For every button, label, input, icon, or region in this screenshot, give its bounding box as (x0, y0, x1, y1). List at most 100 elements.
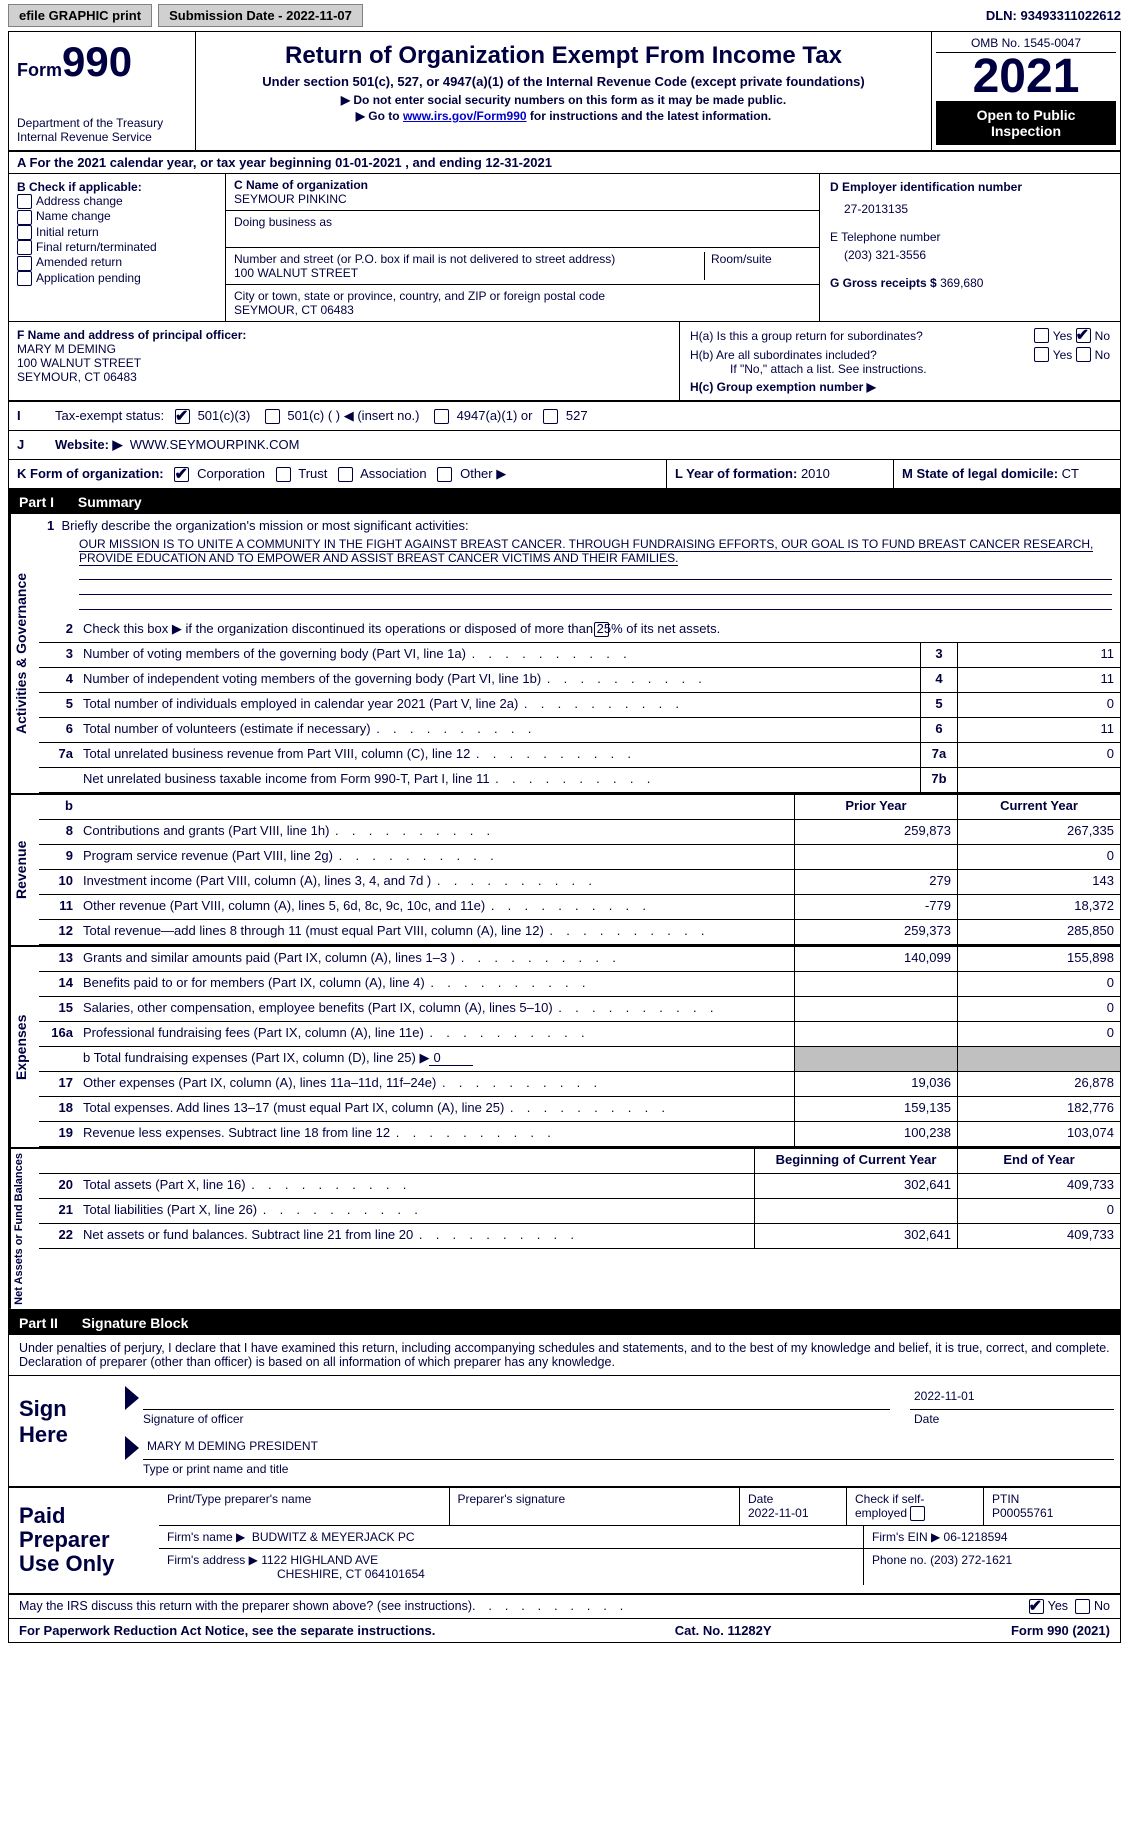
form-number: Form990 (17, 38, 187, 86)
section-governance: Activities & Governance 1 1 Briefly desc… (9, 514, 1120, 795)
tax-year: 2021 (936, 53, 1116, 101)
summary-row: 20Total assets (Part X, line 16)302,6414… (39, 1174, 1120, 1199)
box-f: F Name and address of principal officer:… (9, 322, 680, 400)
cb-self-employed[interactable] (910, 1506, 925, 1521)
row-i-tax-status: I Tax-exempt status: 501(c)(3) 501(c) ( … (9, 402, 1120, 431)
summary-row: 13Grants and similar amounts paid (Part … (39, 947, 1120, 972)
mission-label: 1 1 Briefly describe the organization's … (39, 514, 1120, 533)
cb-discontinued[interactable] (594, 622, 609, 637)
section-expenses: Expenses 13Grants and similar amounts pa… (9, 947, 1120, 1149)
part1-header: Part I Summary (9, 490, 1120, 514)
org-street: 100 WALNUT STREET (234, 266, 358, 280)
summary-row: 22Net assets or fund balances. Subtract … (39, 1224, 1120, 1249)
section-fh: F Name and address of principal officer:… (9, 322, 1120, 402)
cb-initial-return[interactable] (17, 225, 32, 240)
cb-501c3[interactable] (175, 409, 190, 424)
dln-label: DLN: 93493311022612 (986, 8, 1121, 23)
instr-link: ▶ Go to www.irs.gov/Form990 for instruct… (206, 109, 921, 123)
row-a-period: A For the 2021 calendar year, or tax yea… (9, 152, 1120, 174)
summary-row: Net unrelated business taxable income fr… (39, 768, 1120, 793)
box-h: H(a) Is this a group return for subordin… (680, 322, 1120, 400)
gross-receipts: 369,680 (940, 276, 983, 290)
perjury-declaration: Under penalties of perjury, I declare th… (9, 1335, 1120, 1376)
cb-trust[interactable] (276, 467, 291, 482)
discuss-row: May the IRS discuss this return with the… (9, 1595, 1120, 1618)
summary-row: 14Benefits paid to or for members (Part … (39, 972, 1120, 997)
mission-text: OUR MISSION IS TO UNITE A COMMUNITY IN T… (39, 533, 1120, 618)
box-de: D Employer identification number 27-2013… (820, 174, 1120, 321)
summary-row: 5Total number of individuals employed in… (39, 693, 1120, 718)
cb-discuss-no[interactable] (1075, 1599, 1090, 1614)
cb-4947[interactable] (434, 409, 449, 424)
cb-527[interactable] (543, 409, 558, 424)
cb-other[interactable] (437, 467, 452, 482)
cb-address-change[interactable] (17, 194, 32, 209)
arrow-icon (125, 1386, 139, 1410)
form-subtitle: Under section 501(c), 527, or 4947(a)(1)… (206, 74, 921, 89)
cb-ha-no[interactable] (1076, 328, 1091, 343)
form-title: Return of Organization Exempt From Incom… (206, 42, 921, 70)
paid-preparer-label: Paid Preparer Use Only (9, 1488, 159, 1593)
vlabel-expenses: Expenses (9, 947, 39, 1147)
summary-row: 17Other expenses (Part IX, column (A), l… (39, 1072, 1120, 1097)
row-k-form-org: K Form of organization: Corporation Trus… (9, 460, 1120, 490)
form-container: Form990 Department of the Treasury Inter… (8, 31, 1121, 1643)
row-j-website: J Website: ▶ WWW.SEYMOURPINK.COM (9, 431, 1120, 460)
cb-amended[interactable] (17, 256, 32, 271)
open-to-public: Open to Public Inspection (936, 101, 1116, 145)
section-revenue: Revenue b Prior Year Current Year 8Contr… (9, 795, 1120, 947)
cb-hb-yes[interactable] (1034, 347, 1049, 362)
section-net-assets: Net Assets or Fund Balances Beginning of… (9, 1149, 1120, 1311)
officer-name: MARY M DEMING PRESIDENT (143, 1439, 1114, 1460)
irs-label: Internal Revenue Service (17, 130, 187, 144)
instr-ssn: ▶ Do not enter social security numbers o… (206, 93, 921, 107)
vlabel-revenue: Revenue (9, 795, 39, 945)
vlabel-governance: Activities & Governance (9, 514, 39, 793)
summary-row: 16aProfessional fundraising fees (Part I… (39, 1022, 1120, 1047)
cb-assoc[interactable] (338, 467, 353, 482)
summary-row: 12Total revenue—add lines 8 through 11 (… (39, 920, 1120, 945)
summary-row: 8Contributions and grants (Part VIII, li… (39, 820, 1120, 845)
phone-value: (203) 321-3556 (830, 244, 1110, 276)
arrow-icon (125, 1436, 139, 1460)
cb-final-return[interactable] (17, 240, 32, 255)
section-bcd: B Check if applicable: Address change Na… (9, 174, 1120, 322)
department-label: Department of the Treasury (17, 116, 187, 130)
paid-preparer-block: Paid Preparer Use Only Print/Type prepar… (9, 1488, 1120, 1595)
part2-header: Part II Signature Block (9, 1311, 1120, 1335)
cb-501c[interactable] (265, 409, 280, 424)
sign-here-label: Sign Here (9, 1376, 119, 1486)
summary-row: 7aTotal unrelated business revenue from … (39, 743, 1120, 768)
cb-ha-yes[interactable] (1034, 328, 1049, 343)
org-name: SEYMOUR PINKINC (234, 192, 347, 206)
cb-corp[interactable] (174, 467, 189, 482)
summary-row: 19Revenue less expenses. Subtract line 1… (39, 1122, 1120, 1147)
summary-row: 9Program service revenue (Part VIII, lin… (39, 845, 1120, 870)
summary-row: 11Other revenue (Part VIII, column (A), … (39, 895, 1120, 920)
summary-row: 3Number of voting members of the governi… (39, 643, 1120, 668)
cb-hb-no[interactable] (1076, 347, 1091, 362)
submission-date: Submission Date - 2022-11-07 (158, 4, 363, 27)
org-city: SEYMOUR, CT 06483 (234, 303, 354, 317)
summary-row: 15Salaries, other compensation, employee… (39, 997, 1120, 1022)
summary-row: 18Total expenses. Add lines 13–17 (must … (39, 1097, 1120, 1122)
website-value: WWW.SEYMOURPINK.COM (130, 437, 300, 452)
efile-button[interactable]: efile GRAPHIC print (8, 4, 152, 27)
box-b: B Check if applicable: Address change Na… (9, 174, 226, 321)
summary-row: 4Number of independent voting members of… (39, 668, 1120, 693)
sign-here-block: Sign Here 2022-11-01 Signature of office… (9, 1376, 1120, 1488)
irs-link[interactable]: www.irs.gov/Form990 (403, 109, 527, 123)
footer-bottom: For Paperwork Reduction Act Notice, see … (9, 1618, 1120, 1642)
top-bar: efile GRAPHIC print Submission Date - 20… (0, 0, 1129, 31)
signature-officer-slot[interactable] (143, 1389, 890, 1410)
summary-row: 10Investment income (Part VIII, column (… (39, 870, 1120, 895)
cb-discuss-yes[interactable] (1029, 1599, 1044, 1614)
cb-name-change[interactable] (17, 210, 32, 225)
form-header: Form990 Department of the Treasury Inter… (9, 32, 1120, 152)
ein-value: 27-2013135 (830, 194, 1110, 230)
vlabel-net-assets: Net Assets or Fund Balances (9, 1149, 39, 1309)
cb-app-pending[interactable] (17, 271, 32, 286)
box-c: C Name of organization SEYMOUR PINKINC D… (226, 174, 820, 321)
signature-date: 2022-11-01 (910, 1389, 1114, 1410)
summary-row: 21Total liabilities (Part X, line 26)0 (39, 1199, 1120, 1224)
